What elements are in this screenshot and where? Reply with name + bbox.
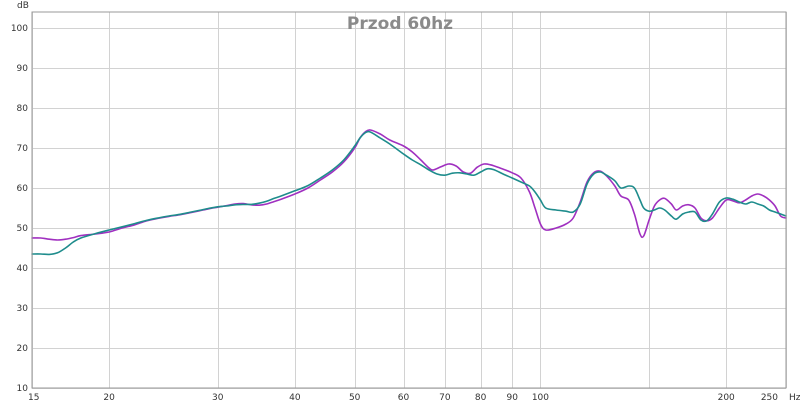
x-tick-label-40: 40 — [289, 393, 301, 403]
x-tick-labels: 15 20 30 40 50 60 70 80 90 100 200 250 — [28, 393, 778, 403]
x-tick-label-50: 50 — [349, 393, 361, 403]
x-tick-label-90: 90 — [506, 393, 518, 403]
x-tick-label-70: 70 — [439, 393, 451, 403]
series-line-2 — [31, 130, 787, 256]
y-tick-label-70: 70 — [17, 144, 29, 154]
y-tick-label-50: 50 — [17, 224, 29, 234]
x-tick-label-15: 15 — [28, 393, 39, 403]
series-group — [31, 129, 787, 256]
y-tick-label-80: 80 — [17, 104, 29, 114]
y-tick-labels: 10 20 30 40 50 60 70 80 90 100 — [11, 24, 28, 394]
x-tick-label-20: 20 — [103, 393, 115, 403]
y-tick-label-30: 30 — [17, 304, 29, 314]
x-tick-label-80: 80 — [475, 393, 487, 403]
y-tick-label-20: 20 — [17, 344, 29, 354]
y-tick-label-60: 60 — [17, 184, 29, 194]
x-tick-label-60: 60 — [398, 393, 410, 403]
x-tick-label-100: 100 — [532, 393, 549, 403]
y-tick-label-40: 40 — [17, 264, 29, 274]
x-tick-label-200: 200 — [718, 393, 735, 403]
x-tick-label-250: 250 — [761, 393, 778, 403]
y-tick-label-90: 90 — [17, 64, 29, 74]
y-tick-label-100: 100 — [11, 24, 28, 34]
chart-title: Przod 60hz — [347, 14, 453, 34]
y-tick-label-10: 10 — [17, 384, 29, 394]
y-unit-label: dB — [17, 1, 29, 11]
x-tick-label-30: 30 — [212, 393, 224, 403]
x-unit-label: Hz — [789, 393, 800, 403]
plot-frame — [31, 11, 787, 389]
